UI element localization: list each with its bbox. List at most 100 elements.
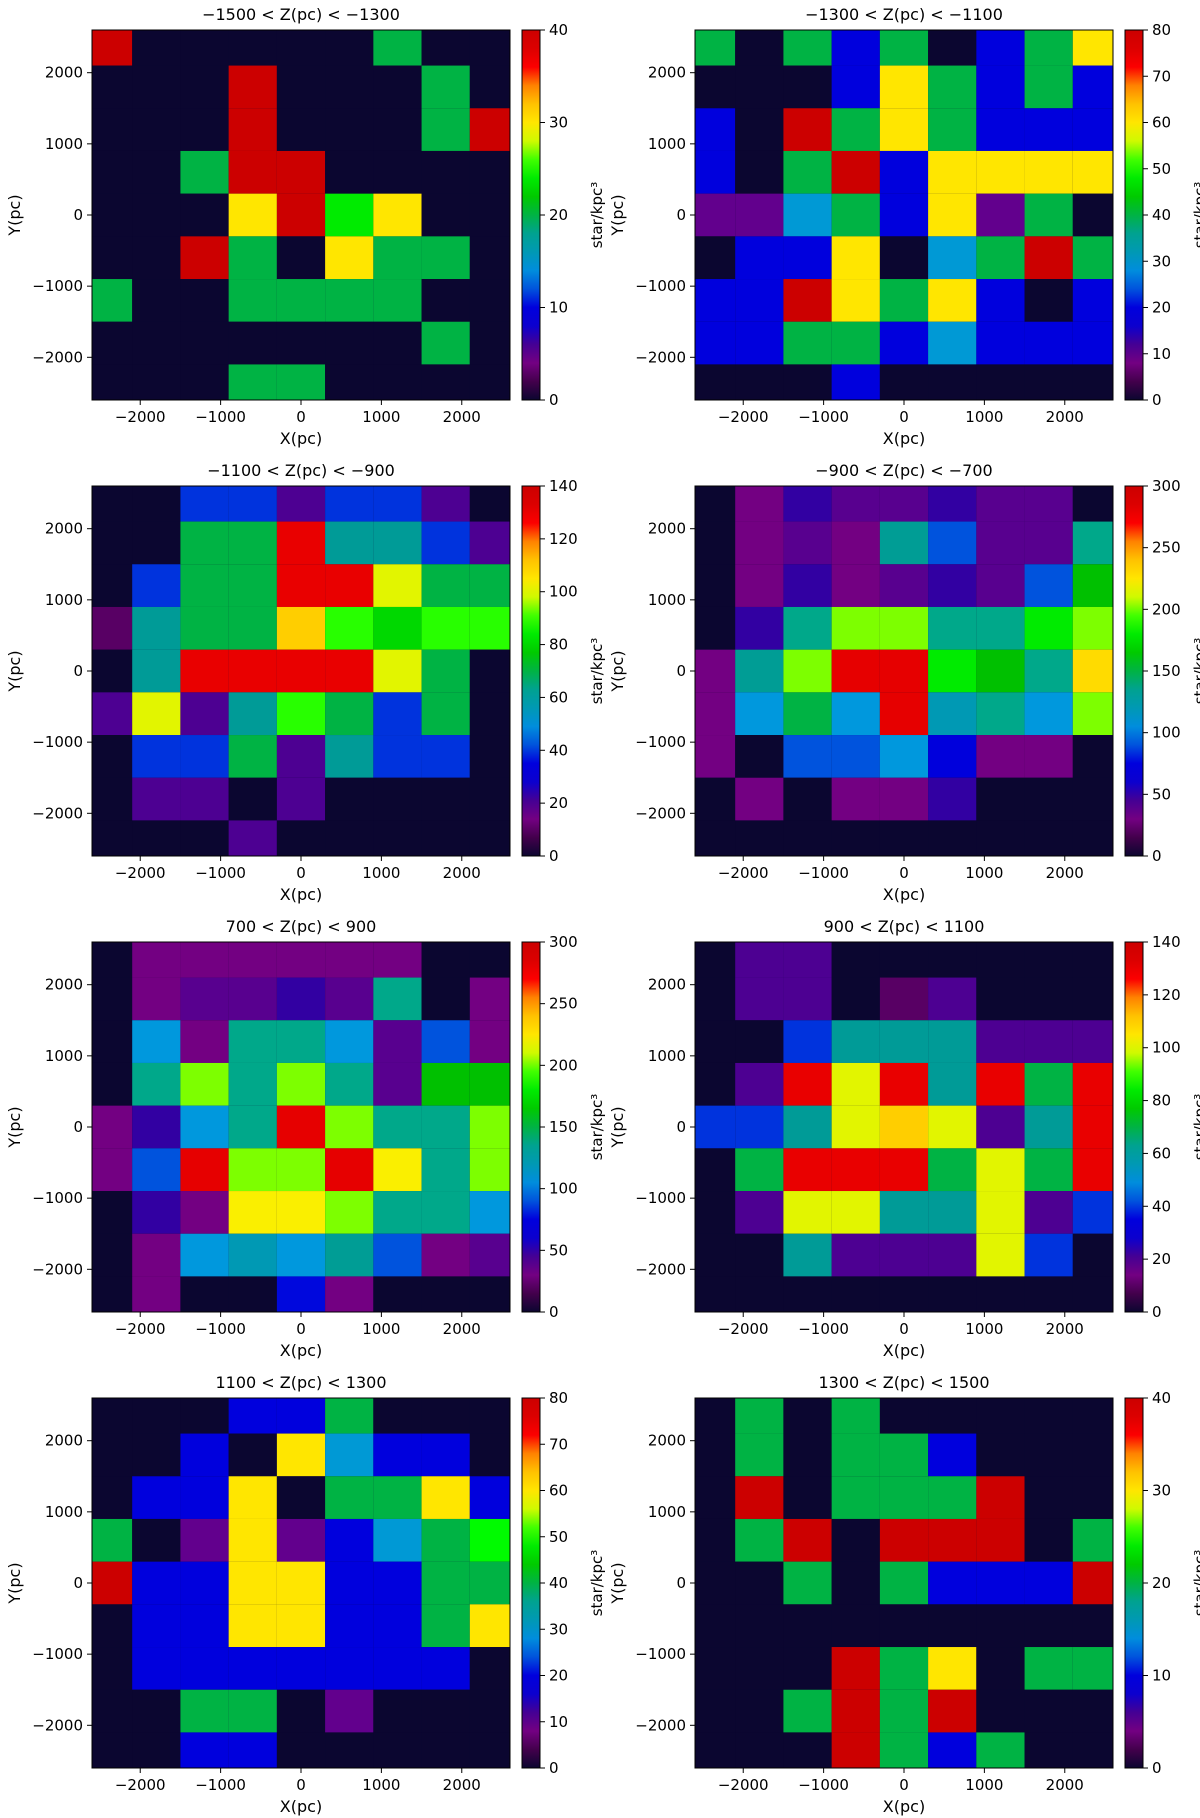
heatmap-cell [373, 1062, 422, 1106]
heatmap-cell [976, 150, 1025, 194]
heatmap-cell [373, 236, 422, 280]
heatmap-cell [180, 486, 229, 522]
heatmap-cell [421, 236, 470, 280]
y-tick-label: −2000 [32, 1260, 83, 1278]
heatmap-cell [735, 649, 784, 693]
heatmap-cell [783, 321, 832, 365]
colorbar-label: star/kpc³ [588, 638, 606, 705]
heatmap-cell [695, 692, 736, 736]
x-tick-label: 0 [899, 1776, 909, 1794]
heatmap-cell [831, 1062, 880, 1106]
heatmap-cell [1024, 193, 1073, 237]
heatmap-cell [180, 1276, 229, 1312]
heatmap-cell [469, 1105, 510, 1149]
heatmap-cell [132, 977, 181, 1021]
heatmap-cell [92, 150, 133, 194]
heatmap-cell [1024, 777, 1073, 821]
colorbar-tick-label: 70 [1152, 67, 1171, 85]
colorbar-label: star/kpc³ [1191, 1550, 1200, 1617]
heatmap-cell [180, 150, 229, 194]
colorbar-tick-label: 120 [1152, 986, 1181, 1004]
heatmap-cell [695, 735, 736, 778]
heatmap-cell [325, 1476, 374, 1519]
colorbar-tick-label: 0 [549, 1759, 559, 1777]
colorbar-tick-label: 0 [1152, 1303, 1162, 1321]
heatmap-cell [783, 1647, 832, 1690]
heatmap-cell [928, 150, 977, 194]
colorbar-tick-label: 30 [549, 1620, 568, 1638]
heatmap-cell [1024, 1233, 1073, 1277]
heatmap-cell [421, 486, 470, 522]
heatmap-cell [1072, 820, 1113, 856]
x-tick-label: −1000 [798, 408, 849, 426]
heatmap-cell [695, 321, 736, 365]
heatmap-cell [180, 1148, 229, 1192]
heatmap-cell [879, 1105, 929, 1149]
colorbar-tick-label: 40 [549, 1574, 568, 1592]
heatmap-cell [132, 692, 181, 736]
heatmap-cell [132, 1276, 181, 1312]
heatmap-cell [1024, 1689, 1073, 1733]
heatmap-cell [879, 521, 929, 565]
heatmap-cell [421, 150, 470, 194]
heatmap-cell [976, 1020, 1025, 1063]
colorbar-tick-label: 80 [1152, 1092, 1171, 1110]
heatmap-cell [783, 977, 832, 1021]
heatmap-cell [1024, 236, 1073, 280]
colorbar-tick-label: 80 [549, 636, 568, 654]
heatmap-cell [928, 279, 977, 322]
heatmap-cell [92, 1433, 133, 1477]
heatmap-cell [976, 1105, 1025, 1149]
heatmap-cell [695, 1647, 736, 1690]
heatmap-cell [469, 606, 510, 650]
y-tick-label: 1000 [45, 591, 83, 609]
heatmap-cell [928, 193, 977, 237]
heatmap-cell [325, 1518, 374, 1562]
heatmap-cells [92, 1398, 510, 1768]
y-tick-label: 0 [73, 1574, 83, 1592]
heatmap-cell [469, 1604, 510, 1648]
heatmap-cell [421, 606, 470, 650]
heatmap-cell [928, 364, 977, 400]
heatmap-cell [180, 735, 229, 778]
colorbar [1124, 29, 1144, 401]
panel-title: 700 < Z(pc) < 900 [226, 917, 377, 936]
y-tick-label: 1000 [648, 1047, 686, 1065]
colorbar [1124, 485, 1144, 857]
heatmap-cell [1024, 1433, 1073, 1477]
heatmap-cell [735, 977, 784, 1021]
heatmap-cell [831, 1276, 880, 1312]
heatmap-cell [735, 150, 784, 194]
heatmap-cell [92, 1689, 133, 1733]
heatmap-cell [469, 1689, 510, 1733]
heatmap-cell [325, 564, 374, 607]
panel-title: −1500 < Z(pc) < −1300 [202, 5, 400, 24]
heatmap-cell [831, 1105, 880, 1149]
heatmap-cell [928, 1561, 977, 1605]
heatmap-cell [469, 1732, 510, 1768]
heatmap-cell [132, 1433, 181, 1477]
heatmap-cells [92, 486, 510, 856]
heatmap-cell [180, 1191, 229, 1234]
heatmap-cell [276, 321, 326, 365]
y-tick-label: 2000 [648, 976, 686, 994]
heatmap-cell [132, 279, 181, 322]
heatmap-cell [1072, 1233, 1113, 1277]
heatmap-cell [976, 1518, 1025, 1562]
x-tick-label: −1000 [195, 408, 246, 426]
heatmap-cell [695, 1518, 736, 1562]
heatmap-cell [1072, 65, 1113, 109]
heatmap-cell [695, 150, 736, 194]
heatmap-cell [92, 1518, 133, 1562]
heatmap-cell [831, 1020, 880, 1063]
heatmap-cell [695, 564, 736, 607]
heatmap-cell [325, 1148, 374, 1192]
colorbar-tick-label: 20 [549, 1667, 568, 1685]
heatmap-cell [421, 279, 470, 322]
y-tick-label: 0 [73, 1118, 83, 1136]
heatmap-cell [421, 364, 470, 400]
heatmap-cell [132, 1476, 181, 1519]
colorbar-tick-label: 100 [1152, 1039, 1181, 1057]
heatmap-cell [421, 1518, 470, 1562]
y-tick-label: 1000 [648, 1503, 686, 1521]
